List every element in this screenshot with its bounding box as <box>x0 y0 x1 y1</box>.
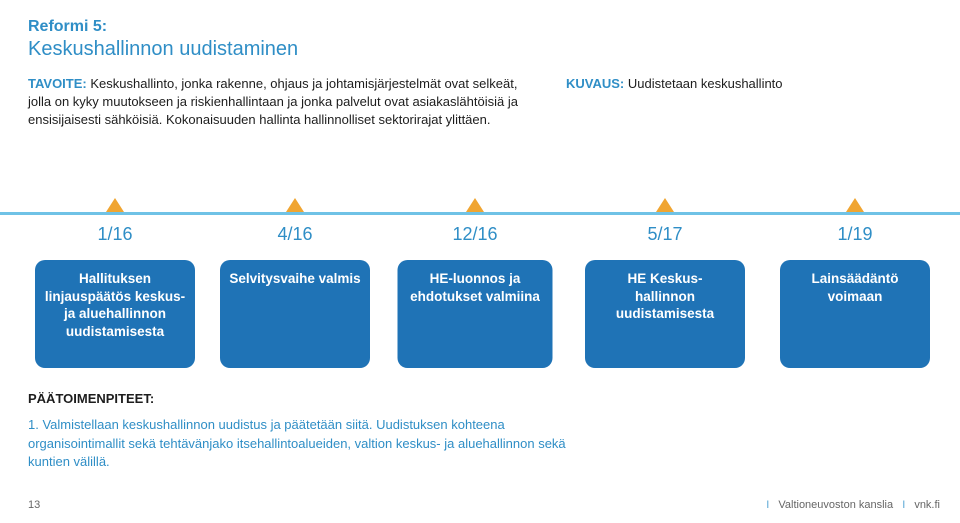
timeline-box-text: HE Keskus- <box>627 271 702 286</box>
timeline-date: 5/17 <box>647 224 682 245</box>
actions-text: 1. Valmistellaan keskushallinnon uudistu… <box>28 416 588 471</box>
timeline-date: 1/16 <box>97 224 132 245</box>
kuvaus-label: KUVAUS: <box>566 76 624 91</box>
timeline: 1/16 4/16 12/16 5/17 1/19 Hallituksen linjau… <box>0 190 960 390</box>
kuvaus-text: Uudistetaan keskushallinto <box>624 76 782 91</box>
timeline-box: HE-luonnos ja ehdotukset valmiina <box>398 260 553 368</box>
timeline-box: Selvitysvaihe valmis <box>220 260 370 368</box>
timeline-markers <box>0 198 960 212</box>
page-number: 13 <box>28 499 40 511</box>
timeline-date: 12/16 <box>452 224 497 245</box>
tavoite-text: Keskushallinto, jonka rakenne, ohjaus ja… <box>28 76 518 127</box>
timeline-marker <box>466 198 484 212</box>
timeline-box-text: Selvitysvaihe valmis <box>229 271 360 286</box>
timeline-date: 4/16 <box>277 224 312 245</box>
timeline-marker <box>106 198 124 212</box>
timeline-marker <box>286 198 304 212</box>
timeline-line <box>0 212 960 215</box>
timeline-box: HE Keskus-hallinnon uudistamisesta <box>585 260 745 368</box>
timeline-marker <box>846 198 864 212</box>
timeline-box: Hallituksen linjauspäätös keskus- ja alu… <box>35 260 195 368</box>
timeline-box-text: Hallituksen linjauspäätös keskus- ja alu… <box>45 271 185 339</box>
timeline-box-text: Lainsäädäntö voimaan <box>811 271 898 304</box>
reform-number: Reformi 5: <box>28 18 932 36</box>
timeline-date: 1/19 <box>837 224 872 245</box>
footer-site: vnk.fi <box>914 499 940 511</box>
separator-icon: I <box>896 499 911 511</box>
timeline-dates: 1/16 4/16 12/16 5/17 1/19 <box>0 224 960 248</box>
reform-title: Keskushallinnon uudistaminen <box>28 38 932 61</box>
timeline-box-text: hallinnon uudistamisesta <box>616 289 714 322</box>
tavoite-label: TAVOITE: <box>28 76 87 91</box>
actions-title: PÄÄTOIMENPITEET: <box>28 391 932 406</box>
timeline-marker <box>656 198 674 212</box>
separator-icon: I <box>760 499 775 511</box>
timeline-box-text: HE-luonnos ja ehdotukset valmiina <box>410 271 540 304</box>
footer-org: Valtioneuvoston kanslia <box>778 499 893 511</box>
footer: 13 I Valtioneuvoston kanslia I vnk.fi <box>28 499 940 511</box>
footer-right: I Valtioneuvoston kanslia I vnk.fi <box>760 499 940 511</box>
timeline-box: Lainsäädäntö voimaan <box>780 260 930 368</box>
